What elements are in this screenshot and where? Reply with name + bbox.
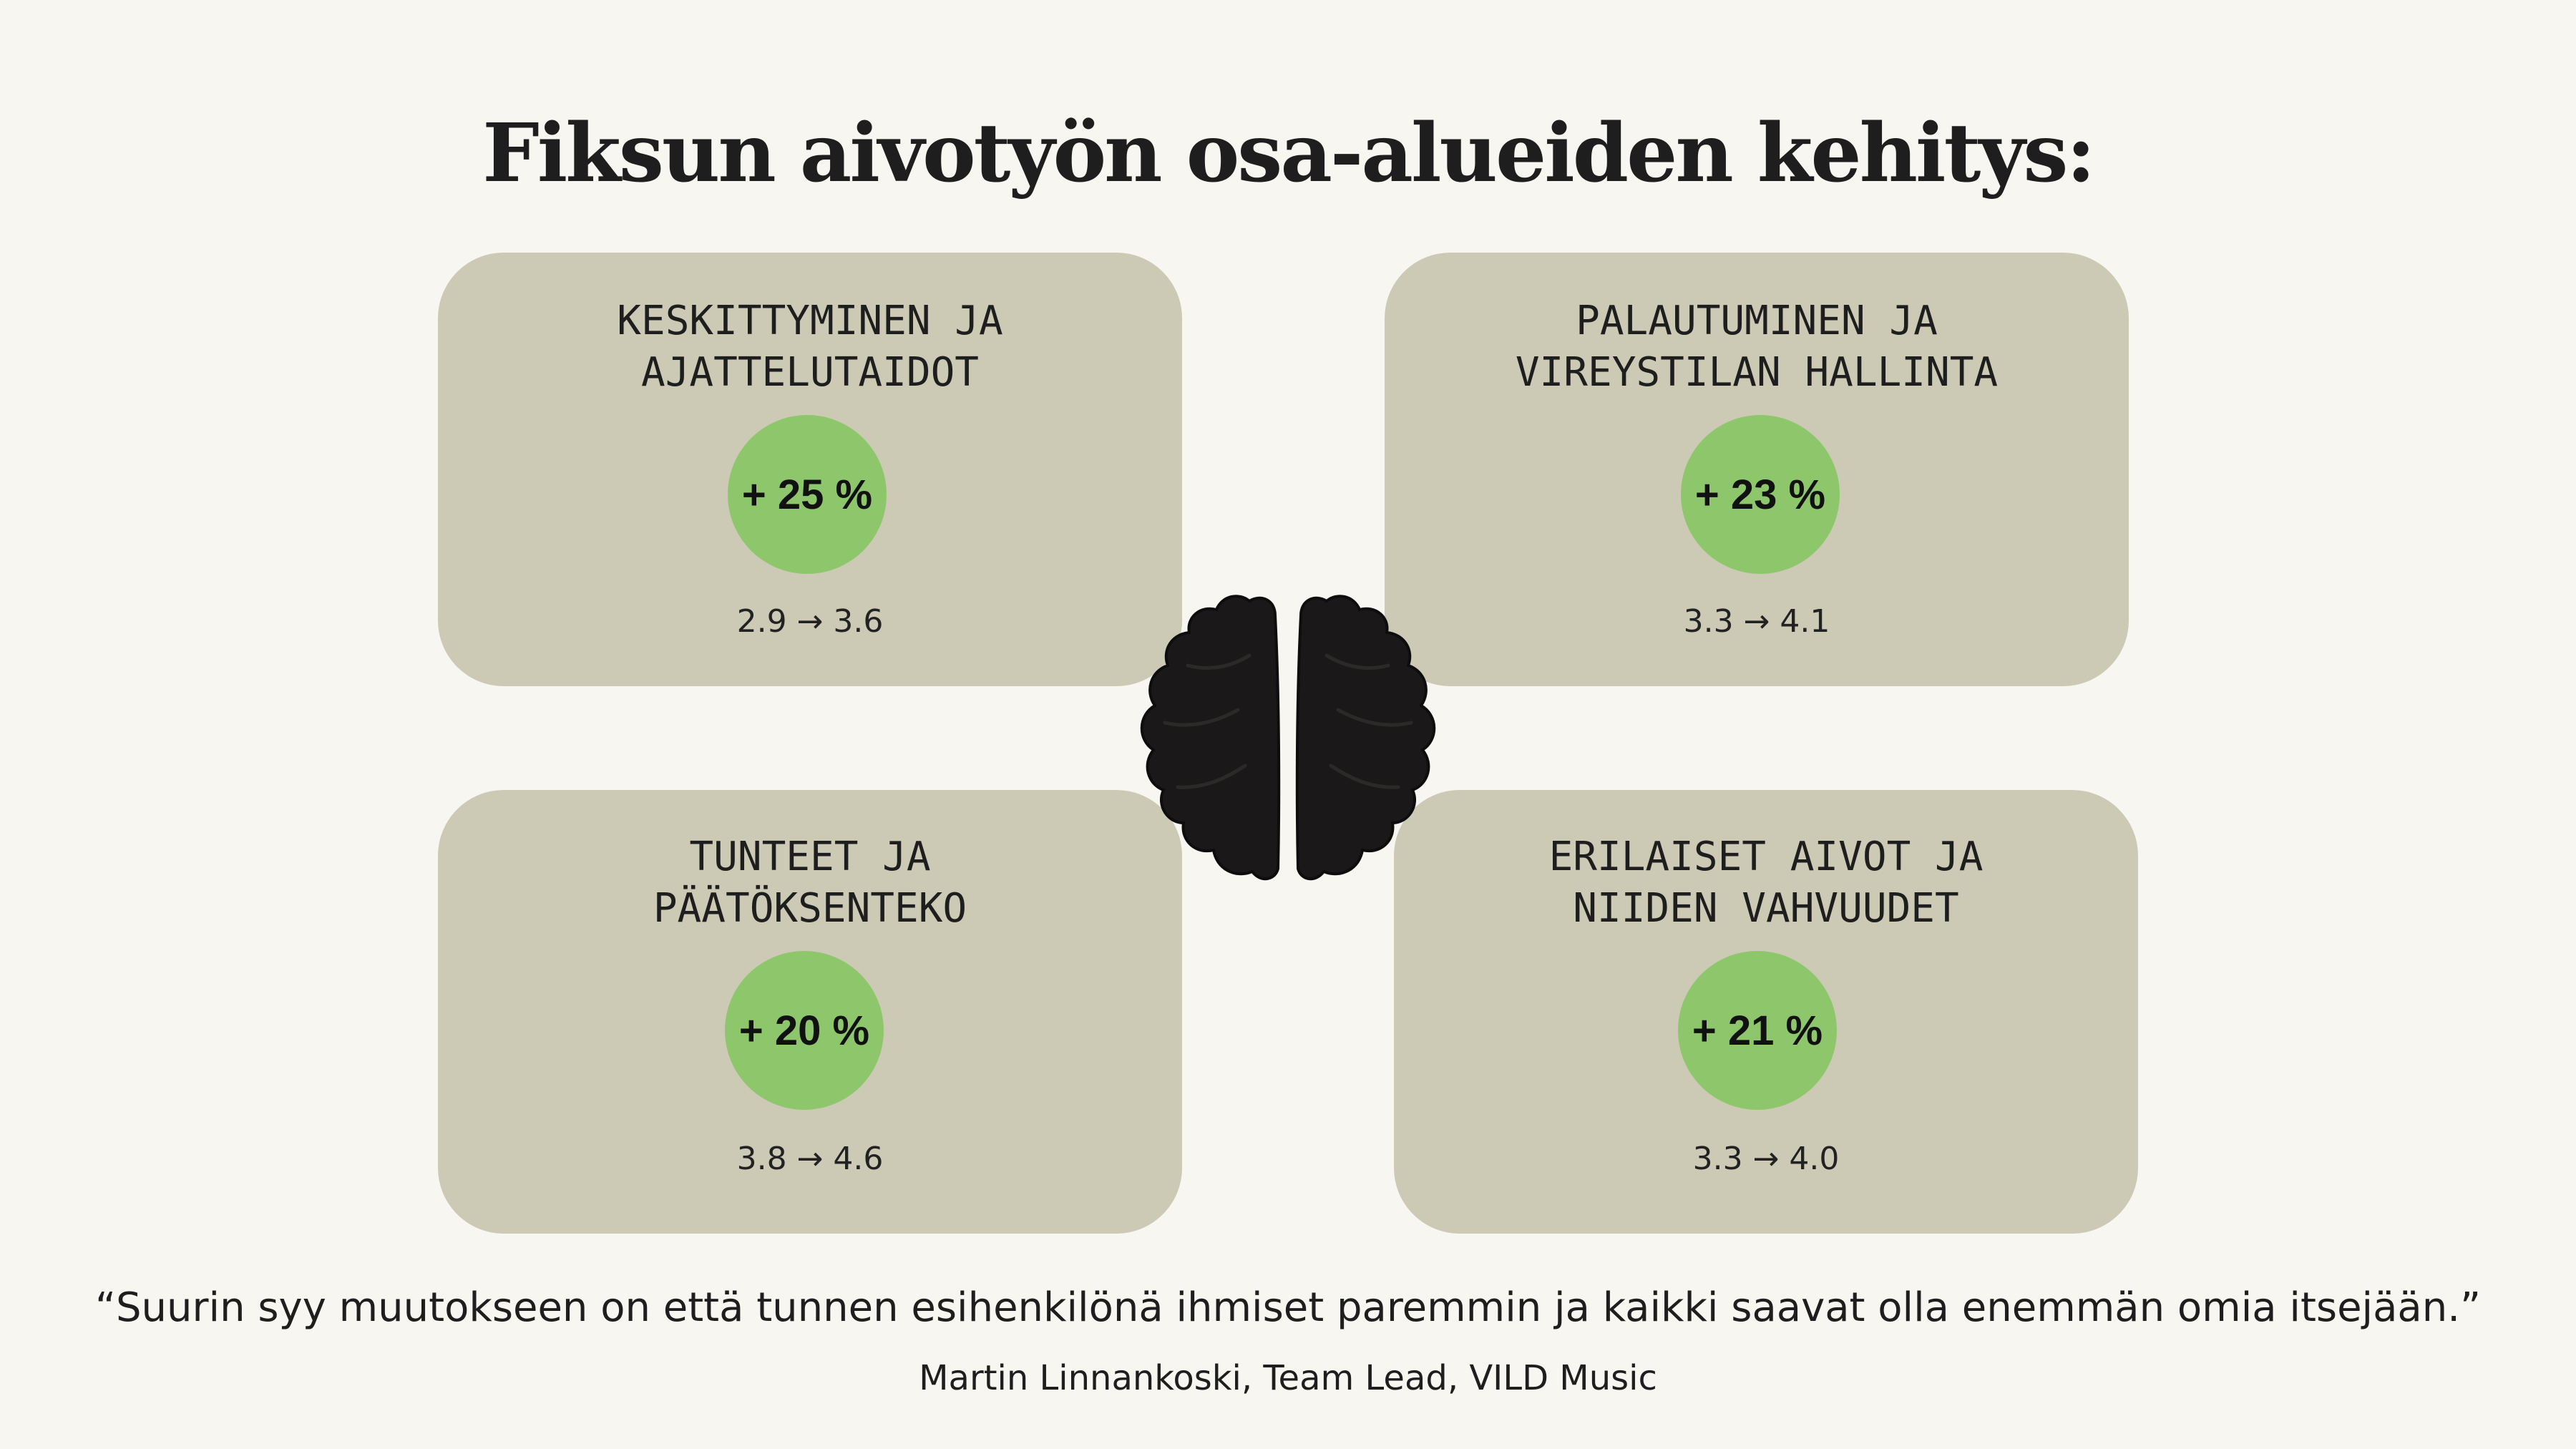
change-badge: + 21 % [1678,951,1837,1110]
card-title: TUNTEET JA PÄÄTÖKSENTEKO [653,834,967,932]
score-change: 3.3 → 4.0 [1692,1141,1840,1177]
score-change: 2.9 → 3.6 [736,603,884,640]
change-badge: + 20 % [725,951,884,1110]
card-title: KESKITTYMINEN JA AJATTELUTAIDOT [617,298,1003,396]
page-title: Fiksun aivotyön osa-alueiden kehitys: [482,107,2096,200]
card-title: PALAUTUMINEN JA VIREYSTILAN HALLINTA [1515,298,1999,396]
card-focus-thinking: KESKITTYMINEN JA AJATTELUTAIDOT + 25 % 2… [438,253,1182,686]
score-change: 3.3 → 4.1 [1683,603,1830,640]
card-neurodiversity-strengths: ERILAISET AIVOT JA NIIDEN VAHVUUDET + 21… [1394,790,2138,1234]
testimonial-quote: “Suurin syy muutokseen on että tunnen es… [94,1284,2482,1331]
card-emotions-decisions: TUNTEET JA PÄÄTÖKSENTEKO + 20 % 3.8 → 4.… [438,790,1182,1234]
brain-icon [1140,595,1436,880]
card-title: ERILAISET AIVOT JA NIIDEN VAHVUUDET [1548,834,1984,932]
change-badge: + 25 % [728,415,887,574]
card-recovery-alertness: PALAUTUMINEN JA VIREYSTILAN HALLINTA + 2… [1385,253,2129,686]
score-change: 3.8 → 4.6 [736,1141,884,1177]
quote-attribution: Martin Linnankoski, Team Lead, VILD Musi… [919,1358,1657,1398]
change-badge: + 23 % [1681,415,1840,574]
